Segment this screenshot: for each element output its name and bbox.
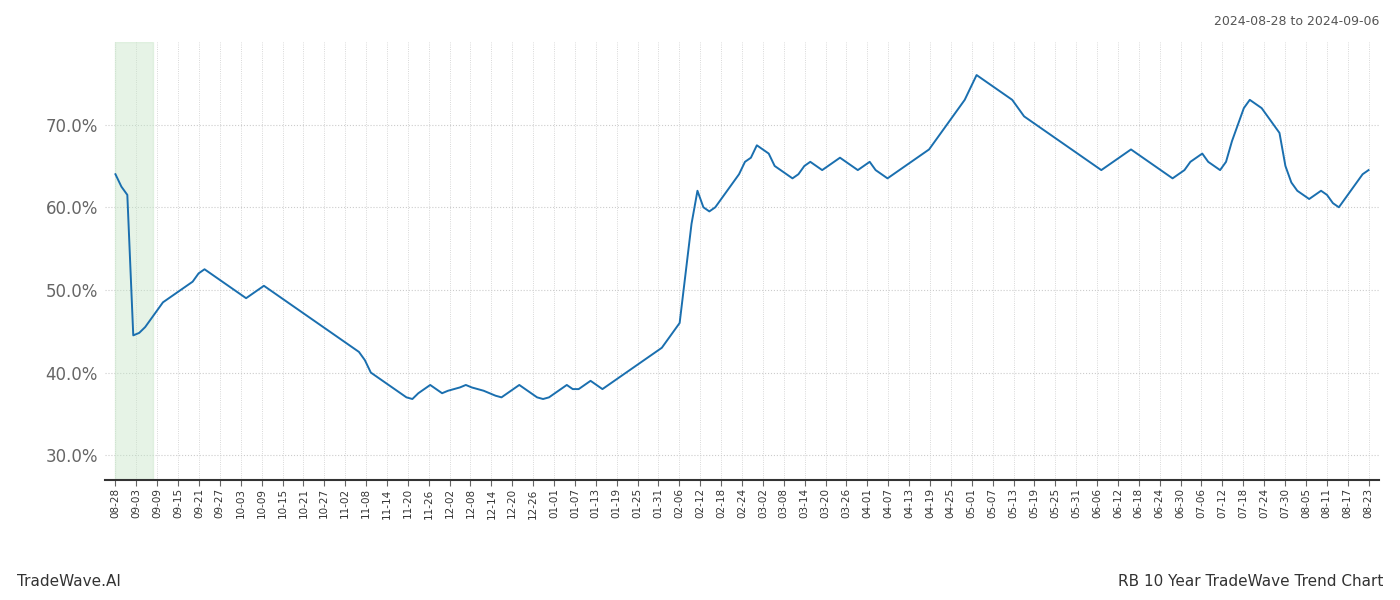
Text: 2024-08-28 to 2024-09-06: 2024-08-28 to 2024-09-06 [1214, 15, 1379, 28]
Bar [115, 42, 153, 480]
Text: TradeWave.AI: TradeWave.AI [17, 574, 120, 589]
Text: RB 10 Year TradeWave Trend Chart: RB 10 Year TradeWave Trend Chart [1117, 574, 1383, 589]
